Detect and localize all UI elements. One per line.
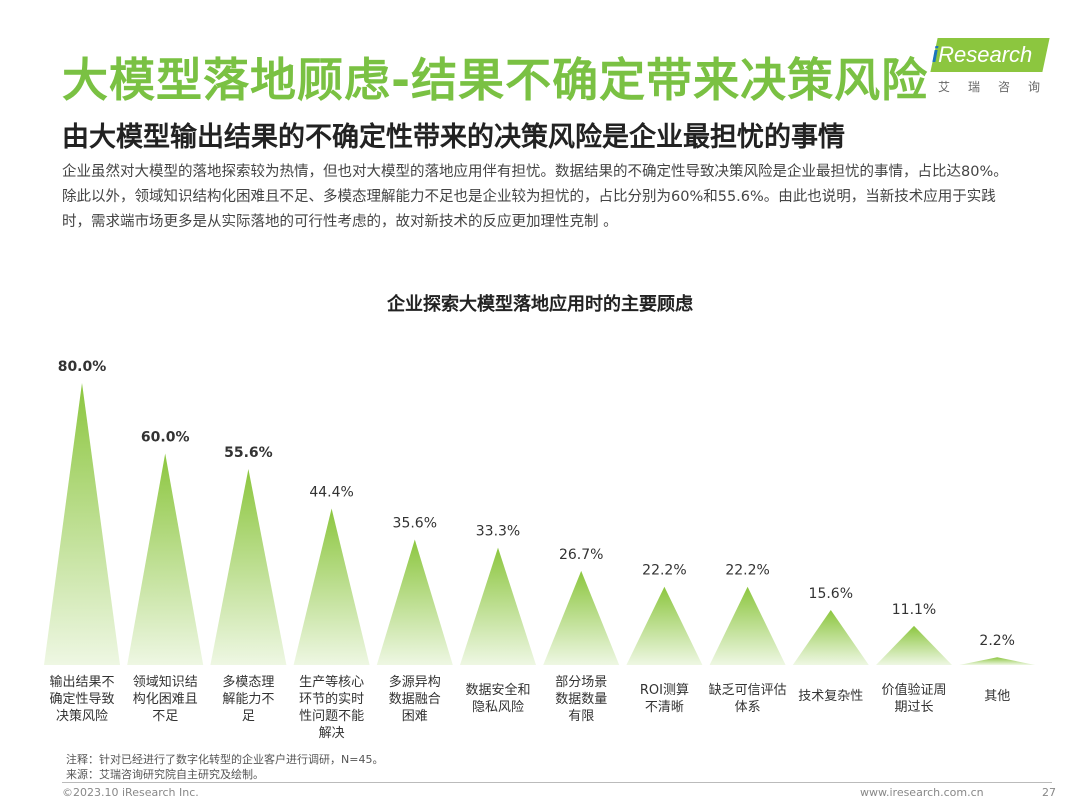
- note-text: 注释：针对已经进行了数字化转型的企业客户进行调研，N=45。: [66, 753, 384, 766]
- category-label-0: 输出结果不确定性导致决策风险: [49, 674, 114, 724]
- page-subtitle: 由大模型输出结果的不确定性带来的决策风险是企业最担忧的事情: [62, 122, 845, 153]
- category-label-4: 多源异构数据融合困难: [389, 674, 441, 724]
- bar-2: [210, 469, 287, 665]
- value-label-8: 22.2%: [725, 563, 769, 579]
- page-title: 大模型落地顾虑-结果不确定带来决策风险: [62, 53, 929, 107]
- value-label-3: 44.4%: [309, 484, 353, 500]
- category-label-9: 技术复杂性: [798, 689, 863, 704]
- category-label-1: 领域知识结构化困难且不足: [133, 674, 198, 724]
- logo-subtitle: 艾瑞咨询: [938, 80, 1059, 94]
- bar-6: [543, 570, 620, 665]
- value-label-4: 35.6%: [393, 516, 437, 532]
- logo-brand: Research: [938, 42, 1033, 67]
- bar-3: [293, 508, 370, 665]
- bar-7: [626, 586, 703, 665]
- value-label-5: 33.3%: [476, 524, 520, 540]
- category-label-2: 多模态理解能力不足: [222, 674, 274, 724]
- value-label-2: 55.6%: [224, 445, 273, 461]
- value-label-0: 80.0%: [58, 359, 107, 375]
- bar-0: [44, 383, 120, 665]
- category-label-8: 缺乏可信评估体系: [709, 683, 787, 715]
- bar-8: [709, 586, 786, 665]
- chart-notes: 注释：针对已经进行了数字化转型的企业客户进行调研，N=45。 来源：艾瑞咨询研究…: [66, 752, 383, 782]
- source-text: 来源：艾瑞咨询研究院自主研究及绘制。: [66, 768, 264, 781]
- value-label-11: 2.2%: [979, 633, 1015, 649]
- category-label-6: 部分场景数据数量有限: [555, 675, 607, 724]
- website-link[interactable]: www.iresearch.com.cn: [860, 786, 984, 799]
- value-label-10: 11.1%: [892, 602, 936, 618]
- bar-5: [460, 547, 536, 665]
- bar-1: [127, 453, 204, 665]
- bar-4: [376, 539, 453, 665]
- description-paragraph: 企业虽然对大模型的落地探索较为热情，但也对大模型的落地应用伴有担忧。数据结果的不…: [62, 164, 1008, 230]
- value-label-7: 22.2%: [642, 563, 686, 579]
- category-label-5: 数据安全和隐私风险: [465, 682, 530, 715]
- category-label-11: 其他: [984, 689, 1010, 704]
- bar-11: [959, 657, 1036, 665]
- chart-title: 企业探索大模型落地应用时的主要顾虑: [387, 294, 693, 315]
- logo-wordmark: iResearch: [932, 42, 1032, 68]
- category-label-10: 价值验证周期过长: [881, 682, 946, 715]
- bar-9: [792, 610, 869, 665]
- bar-10: [876, 625, 952, 665]
- page-number: 27: [1042, 786, 1056, 799]
- logo-i: i: [932, 42, 939, 67]
- iresearch-logo: iResearch 艾瑞咨询: [928, 38, 1050, 98]
- category-label-7: ROI测算不清晰: [640, 683, 689, 715]
- value-label-9: 15.6%: [809, 586, 853, 602]
- concerns-chart: 80.0% 输出结果不确定性导致决策风险 60.0% 领域知识结构化困难且不足 55.6…: [44, 359, 1036, 741]
- category-label-3: 生产等核心环节的实时性问题不能解决: [299, 674, 364, 741]
- footer-divider: [62, 782, 1052, 783]
- copyright: ©2023.10 iResearch Inc.: [62, 786, 199, 799]
- value-label-1: 60.0%: [141, 430, 190, 446]
- value-label-6: 26.7%: [559, 547, 603, 563]
